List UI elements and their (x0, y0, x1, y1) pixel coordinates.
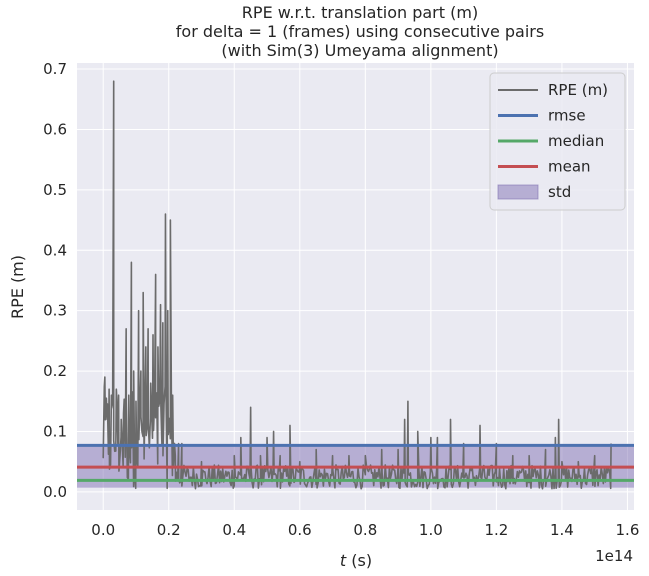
legend-label: median (548, 132, 604, 150)
x-tick-label: 1.6 (616, 521, 640, 539)
legend-swatch-std (497, 184, 539, 200)
x-axis-label-unit: (s) (346, 551, 372, 570)
x-tick-label: 0.8 (353, 521, 377, 539)
x-axis-offset-label: 1e14 (595, 547, 633, 565)
x-tick-label: 0.2 (157, 521, 181, 539)
y-tick-label: 0.7 (43, 60, 67, 78)
y-tick-label: 0.5 (43, 181, 67, 199)
legend-box (489, 72, 626, 211)
chart-title: RPE w.r.t. translation part (m) for delt… (176, 3, 544, 60)
x-tick-label: 0.0 (91, 521, 115, 539)
x-tick-label: 1.0 (419, 521, 443, 539)
y-axis-label: RPE (m) (8, 255, 27, 319)
y-tick-label: 0.1 (43, 422, 67, 440)
title-line-3: (with Sim(3) Umeyama alignment) (221, 41, 498, 60)
y-tick-label: 0.0 (43, 483, 67, 501)
x-tick-label: 1.4 (550, 521, 574, 539)
stat-lines (77, 443, 634, 482)
x-tick-label: 0.4 (222, 521, 246, 539)
title-line-2: for delta = 1 (frames) using consecutive… (176, 22, 544, 41)
legend-label: mean (548, 158, 591, 176)
y-tick-label: 0.4 (43, 241, 67, 259)
title-line-1: RPE w.r.t. translation part (m) (242, 3, 478, 22)
y-tick-label: 0.2 (43, 362, 67, 380)
legend: RPE (m) rmse median mean std (489, 72, 626, 211)
y-tick-label: 0.3 (43, 302, 67, 320)
x-axis-ticks: 0.0 0.2 0.4 0.6 0.8 1.0 1.2 1.4 1.6 (91, 521, 639, 539)
legend-label: RPE (m) (548, 81, 608, 99)
y-axis-ticks: 0.0 0.1 0.2 0.3 0.4 0.5 0.6 0.7 (43, 60, 67, 501)
x-tick-label: 1.2 (484, 521, 508, 539)
x-axis-label-var: t (340, 551, 347, 570)
legend-label: std (548, 183, 571, 201)
y-tick-label: 0.6 (43, 120, 67, 138)
x-axis-label: t (s) (340, 551, 372, 570)
legend-label: rmse (548, 107, 586, 125)
x-tick-label: 0.6 (288, 521, 312, 539)
